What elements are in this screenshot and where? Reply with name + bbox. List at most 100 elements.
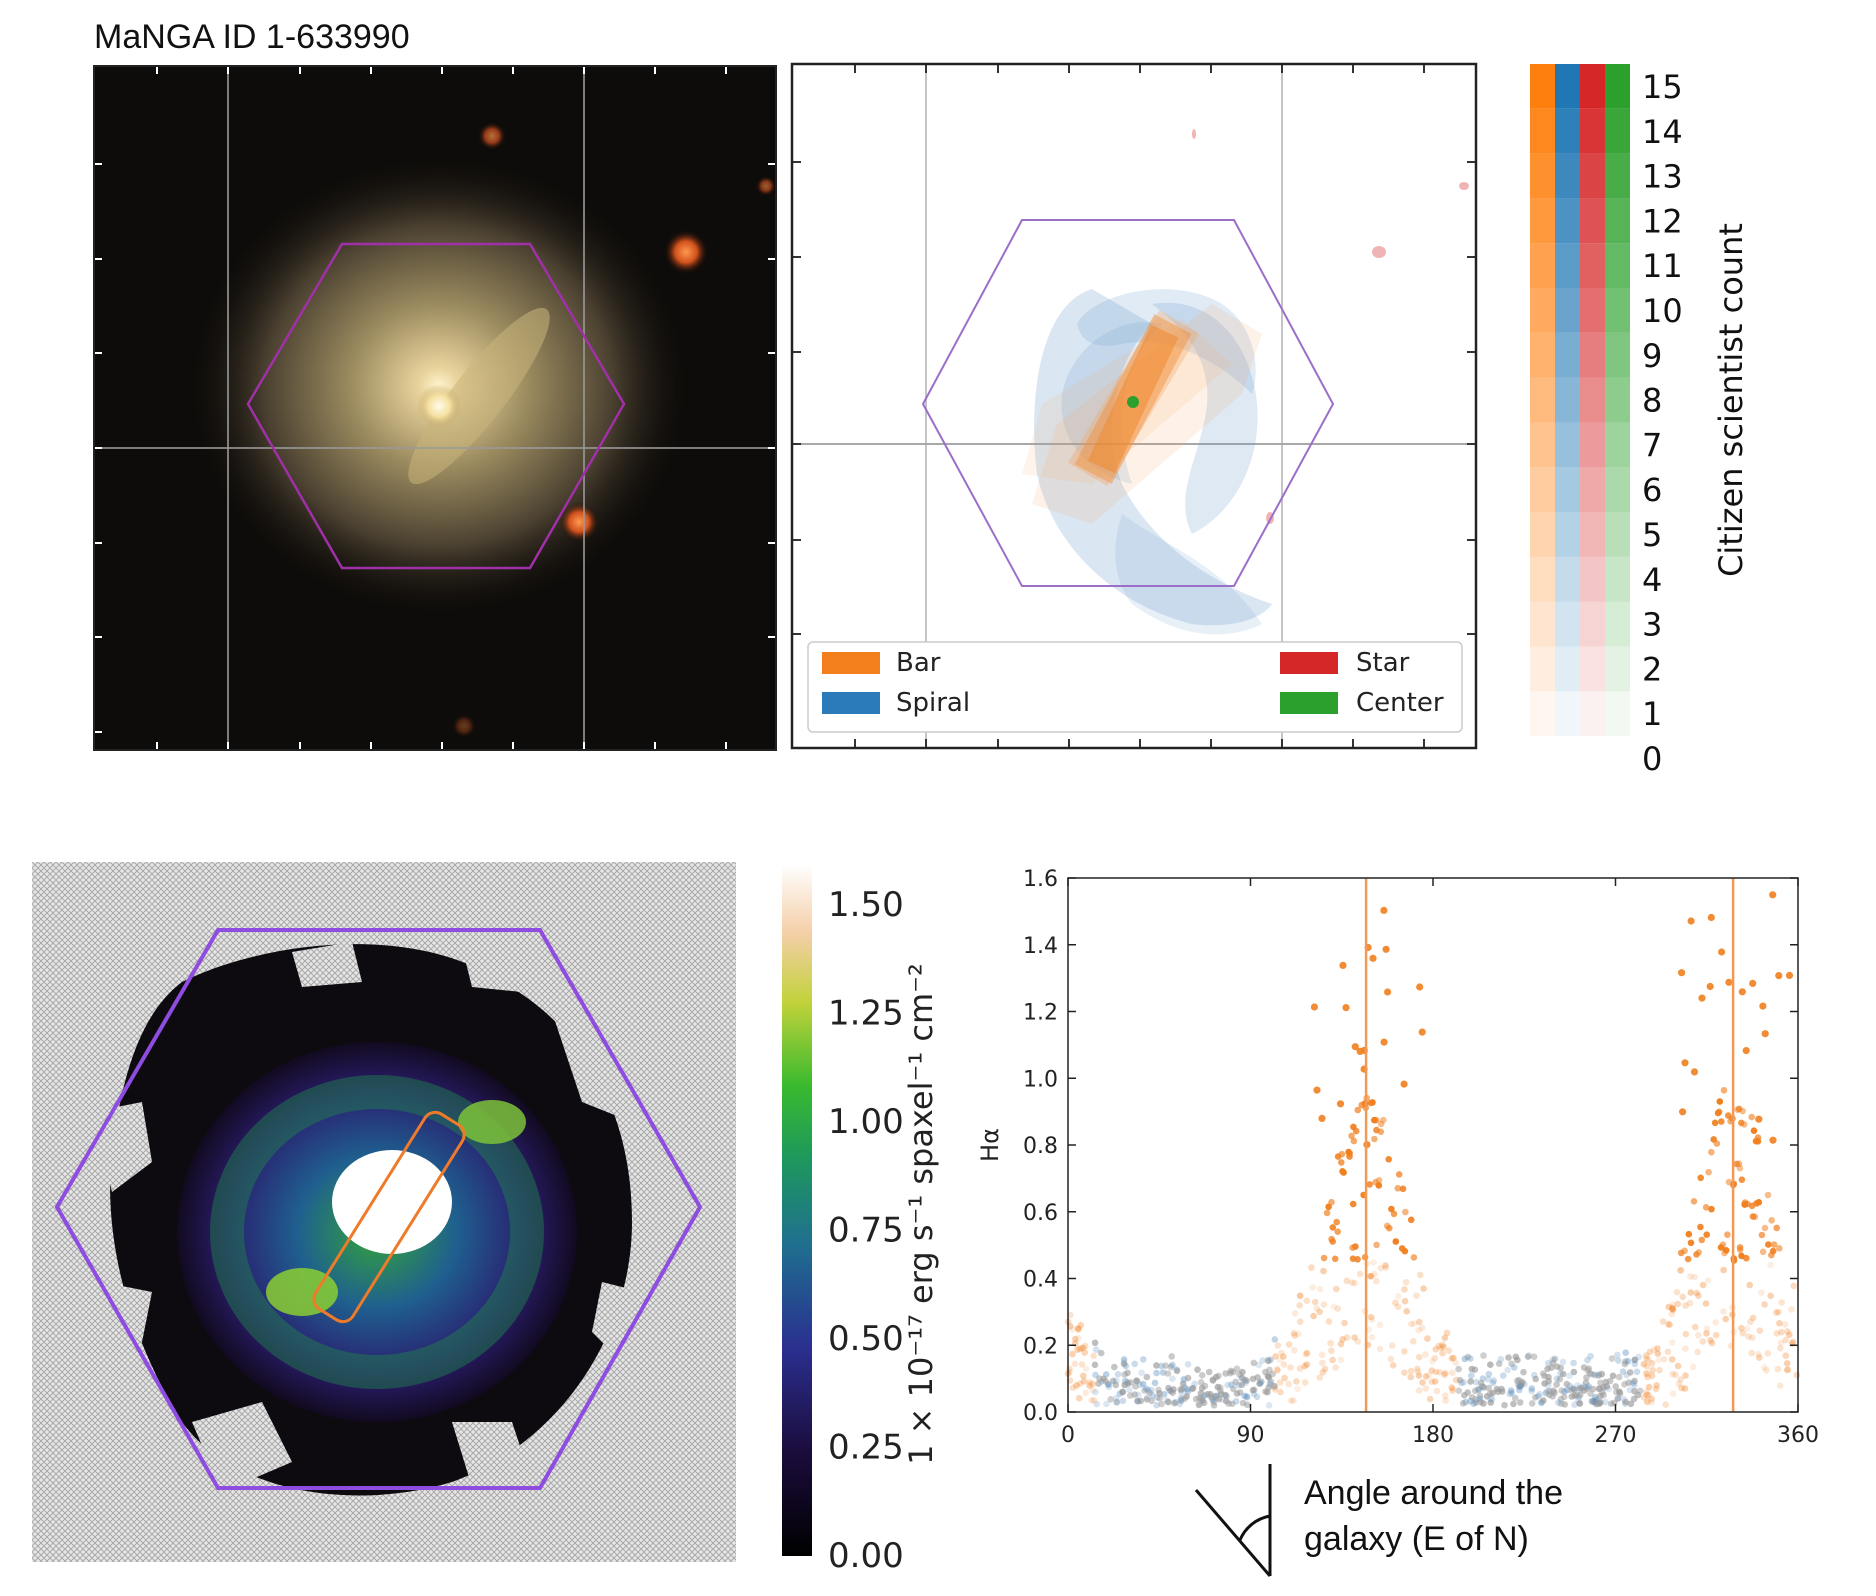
- scatter-point: [1075, 1334, 1082, 1342]
- scatter-point: [1557, 1395, 1565, 1403]
- scatter-point: [1388, 1205, 1395, 1213]
- scatter-point: [1074, 1325, 1082, 1332]
- count-cell: [1555, 108, 1580, 154]
- scatter-point: [1153, 1401, 1160, 1409]
- scatter-point: [1790, 1282, 1797, 1290]
- scatter-point: [1622, 1349, 1629, 1356]
- scatter-point: [1677, 1267, 1685, 1274]
- scatter-point: [1382, 1262, 1389, 1269]
- scatter-point: [1343, 1334, 1351, 1341]
- scatter-point: [1687, 1239, 1695, 1247]
- legend-label-spiral: Spiral: [896, 688, 970, 718]
- scatter-point: [1389, 1362, 1397, 1369]
- angle-label-line-1: Angle around the: [1304, 1474, 1563, 1512]
- scatter-point: [1133, 1377, 1141, 1385]
- scatter-point: [1626, 1369, 1634, 1376]
- scatter-point: [1278, 1349, 1285, 1357]
- scatter-point: [1321, 1365, 1329, 1373]
- scatter-point: [1738, 1252, 1745, 1260]
- scatter-point: [1318, 1114, 1326, 1122]
- scatter-point: [1131, 1391, 1138, 1398]
- scatter-point: [1081, 1342, 1089, 1350]
- scatter-point: [1682, 1302, 1689, 1309]
- scatter-point: [1461, 1355, 1469, 1363]
- scatter-point: [1708, 1148, 1715, 1156]
- scatter-point: [1415, 1353, 1423, 1361]
- scatter-point: [1669, 1305, 1677, 1313]
- flux-tick-label: 1.50: [828, 885, 904, 925]
- ifu-hexagon-outline: [921, 219, 1335, 587]
- halpha-saturated-core: [332, 1150, 452, 1254]
- scatter-point: [1191, 1380, 1198, 1388]
- scatter-point: [1371, 1135, 1378, 1143]
- scatter-point: [1711, 1119, 1719, 1127]
- scatter-point: [1303, 1297, 1311, 1304]
- scatter-point: [1076, 1380, 1084, 1387]
- scatter-point: [1318, 1351, 1326, 1359]
- scatter-point: [1695, 1331, 1702, 1339]
- scatter-point: [1437, 1344, 1445, 1351]
- ifu-hexagon: [246, 242, 626, 570]
- scatter-point: [1654, 1345, 1661, 1352]
- scatter-point: [1086, 1382, 1093, 1389]
- scatter-point: [1413, 1292, 1420, 1299]
- scatter-point: [1207, 1390, 1214, 1398]
- scatter-point: [1143, 1396, 1151, 1403]
- scatter-point: [1380, 1038, 1388, 1046]
- scatter-point: [1069, 1350, 1076, 1358]
- count-cell: [1580, 691, 1605, 736]
- scatter-point: [1165, 1384, 1172, 1392]
- scatter-point: [1373, 1126, 1380, 1134]
- scatter-point: [1645, 1356, 1652, 1364]
- scatter-point: [1707, 1337, 1714, 1344]
- scatter-point: [1669, 1370, 1676, 1378]
- scatter-point: [1441, 1369, 1448, 1377]
- galaxy-core: [417, 384, 461, 428]
- scatter-point: [1630, 1379, 1637, 1387]
- scatter-point: [1166, 1387, 1173, 1394]
- scatter-point: [1736, 1244, 1744, 1251]
- scatter-point: [1747, 1318, 1754, 1326]
- scatter-point: [1493, 1385, 1501, 1393]
- count-cell: [1605, 288, 1630, 333]
- scatter-point: [1082, 1365, 1090, 1372]
- scatter-point: [1184, 1388, 1192, 1395]
- x-tick-label: 90: [1237, 1423, 1265, 1448]
- scatter-point: [1712, 1319, 1719, 1326]
- scatter-point: [1153, 1362, 1160, 1369]
- scatter-point: [1684, 1255, 1692, 1263]
- scatter-point: [1077, 1321, 1085, 1329]
- flux-tick-label: 1.25: [828, 994, 904, 1034]
- scatter-point: [1561, 1388, 1568, 1395]
- scatter-point: [1069, 1384, 1077, 1392]
- scatter-point: [1365, 1326, 1373, 1333]
- scatter-point: [1257, 1379, 1264, 1387]
- scatter-point: [1113, 1399, 1121, 1406]
- scatter-point: [1256, 1380, 1263, 1387]
- scatter-point: [1786, 1331, 1793, 1339]
- count-cell: [1605, 556, 1630, 602]
- scatter-point: [1591, 1393, 1599, 1401]
- scatter-point: [1313, 1305, 1321, 1312]
- scatter-point: [1501, 1401, 1508, 1409]
- scatter-point: [1736, 1164, 1744, 1172]
- scatter-point: [1092, 1371, 1099, 1379]
- scatter-point: [1648, 1372, 1656, 1380]
- scatter-point: [1485, 1370, 1493, 1378]
- scatter-point: [1489, 1379, 1497, 1387]
- scatter-point: [1738, 1176, 1746, 1183]
- scatter-point: [1377, 1264, 1385, 1272]
- scatter-point: [1450, 1354, 1457, 1362]
- scatter-point: [1778, 1328, 1785, 1336]
- scatter-point: [1276, 1379, 1284, 1386]
- scatter-point: [1285, 1380, 1292, 1388]
- scatter-point: [1485, 1384, 1492, 1392]
- scatter-point: [1784, 1366, 1792, 1373]
- scatter-point: [1664, 1320, 1672, 1328]
- scatter-point: [1630, 1395, 1638, 1403]
- scatter-point: [1358, 1101, 1365, 1109]
- scatter-point: [1508, 1389, 1515, 1397]
- scatter-point: [1119, 1397, 1127, 1405]
- scatter-point: [1401, 1247, 1409, 1255]
- halpha-angle-scatter: 0 90 180 270 360 0.0 0.2 0.4 0.6 0.8 1.0 1.2 1.4 1.6 H…: [976, 867, 1819, 1448]
